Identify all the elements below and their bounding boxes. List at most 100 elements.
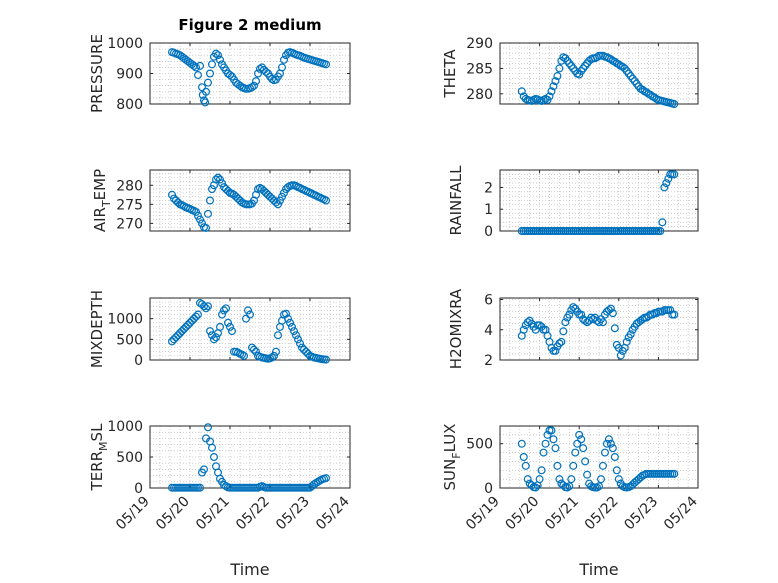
data-point [198,219,207,228]
y-tick-label: 1000 [107,312,143,328]
data-point [176,329,185,338]
series-markers [168,298,331,364]
y-axis-label: H2OMIXRA [447,288,465,369]
data-point [182,322,191,331]
y-tick-label: 275 [116,197,143,213]
data-point [553,72,562,81]
data-point [290,327,299,336]
data-point [168,190,177,199]
data-point [258,63,267,72]
data-point [250,345,259,354]
data-point [248,83,257,92]
data-point [610,324,619,333]
data-point [192,207,201,216]
data-point [216,175,225,184]
data-point [583,470,592,479]
data-point [598,461,607,470]
axes-box [149,169,351,232]
data-point [521,461,530,470]
data-point [553,461,562,470]
data-point [310,480,319,489]
data-point [178,327,187,336]
data-point [296,339,305,348]
data-point [200,465,209,474]
data-point [604,435,613,444]
y-axis-label: RAINFALL [447,165,465,236]
data-point [557,337,566,346]
data-point [537,466,546,475]
data-point [622,66,631,75]
data-point [602,439,611,448]
data-point [214,51,223,60]
data-point [286,318,295,327]
data-point [620,64,629,73]
data-point [216,55,225,64]
data-point [204,78,213,87]
data-point [208,60,217,69]
data-point [569,64,578,73]
data-point [174,198,183,207]
data-point [610,453,619,462]
y-tick-label: 500 [116,332,143,348]
data-point [284,314,293,323]
data-point [202,304,211,313]
series-markers [168,423,331,492]
data-point [581,61,590,70]
data-point [612,466,621,475]
data-point [549,82,558,91]
data-point [527,481,536,490]
subplot-1: 280 285 290 THETA [441,36,699,108]
data-point [577,435,586,444]
y-tick-label: 0 [134,353,143,369]
data-point [168,337,177,346]
data-point [600,448,609,457]
data-point [194,71,203,80]
data-point [596,475,605,484]
y-tick-label: 280 [466,87,493,103]
data-point [274,331,283,340]
data-point [212,49,221,58]
data-point [523,475,532,484]
data-point [302,347,311,356]
subplot-5: 2 4 6 H2OMIXRA [447,288,699,369]
y-tick-label: 285 [466,61,493,77]
y-axis-label: PRESSURE [88,34,106,113]
data-point [638,85,647,94]
data-point [278,63,287,72]
y-tick-label: 500 [466,437,493,453]
data-point [559,481,568,490]
data-point [280,188,289,197]
data-point [186,318,195,327]
data-point [614,60,623,69]
y-axis-label: MIXDEPTH [88,290,106,368]
y-tick-label: 4 [484,323,493,339]
y-tick-label: 900 [116,67,143,83]
series-markers [168,173,331,232]
data-point [664,174,673,183]
data-point [571,448,580,457]
data-point [563,483,572,492]
data-point [236,81,245,90]
data-point [670,99,679,108]
data-point [660,183,669,192]
data-point [256,64,265,73]
series-markers [517,51,679,108]
data-point [202,87,211,96]
data-point [636,473,645,482]
data-point [608,444,617,453]
data-point [298,343,307,352]
data-point [569,461,578,470]
data-point [194,211,203,220]
data-point [206,196,215,205]
data-point [218,310,227,319]
data-point [593,483,602,492]
data-point [322,60,331,69]
data-point [202,223,211,232]
axes-box [499,42,699,105]
data-point [172,333,181,342]
data-point [204,209,213,218]
y-tick-label: 2 [484,180,493,196]
data-point [670,310,679,319]
data-point [583,59,592,68]
